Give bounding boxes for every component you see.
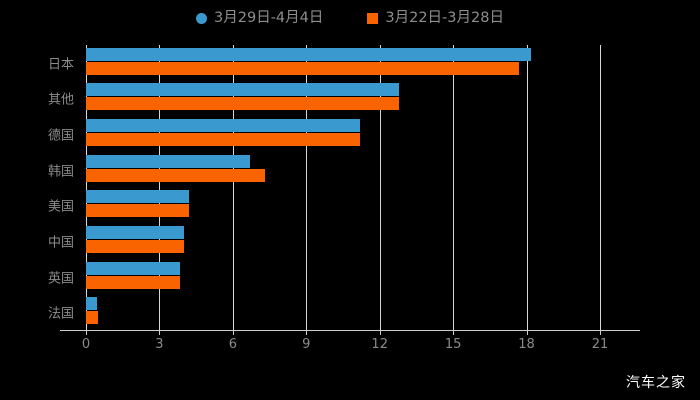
bar-row: 英国 [0,259,700,295]
bar-series-1[interactable] [86,297,97,311]
category-label: 中国 [47,235,74,251]
category-label: 美国 [47,199,74,215]
legend-marker-square-icon [367,12,379,24]
x-axis-tick-label: 3 [155,337,164,352]
bar-series-1[interactable] [86,47,532,61]
bar-series-2[interactable] [86,133,361,147]
gridline [306,45,308,330]
bar-series-1[interactable] [86,225,184,239]
y-axis-line [86,45,87,330]
bar-series-2[interactable] [86,61,520,75]
bar-row: 美国 [0,188,700,224]
x-axis-tick-label: 15 [444,337,462,352]
legend-item-series-1[interactable]: 3月29日-4月4日 [196,11,323,26]
x-axis-tick-mark [453,330,455,335]
bar-series-1[interactable] [86,190,189,204]
category-label: 英国 [47,271,74,287]
gridline [526,45,528,330]
bar-series-2[interactable] [86,168,265,182]
bar-series-2[interactable] [86,239,184,253]
x-axis-tick-mark [600,330,601,335]
bar-row: 日本 [0,45,700,81]
x-axis-tick-label: 9 [302,337,311,352]
bar-series-1[interactable] [86,154,250,168]
bar-series-1[interactable] [86,261,181,275]
x-axis-tick-mark [86,330,87,335]
category-label: 其他 [47,92,74,108]
x-axis-tick-mark [306,330,308,335]
gridline [600,45,601,330]
x-axis-tick-label: 12 [371,337,388,352]
category-label: 法国 [47,306,74,322]
bar-row: 法国 [0,294,700,330]
bar-series-2[interactable] [86,204,189,218]
bar-series-1[interactable] [86,119,361,133]
gridline [159,45,161,330]
bar-row: 德国 [0,116,700,152]
chart-legend: 3月29日-4月4日 3月22日-3月28日 [0,6,700,30]
category-label: 日本 [47,57,74,73]
gridlines [86,45,601,330]
x-axis-tick-label: 21 [591,337,609,352]
x-axis-tick-mark [232,330,234,335]
gridline [379,45,381,330]
category-label: 韩国 [47,164,74,180]
bar-series-2[interactable] [86,275,181,289]
legend-label-series-2: 3月22日-3月28日 [385,9,504,26]
bar-series-1[interactable] [86,83,400,97]
legend-marker-circle-icon [196,12,208,24]
watermark: 汽车之家 [626,375,686,391]
x-axis-tick-label: 6 [228,337,237,352]
bar-row: 其他 [0,81,700,117]
bar-rows: 日本其他德国韩国美国中国英国法国 [0,45,700,330]
bar-series-2[interactable] [86,311,99,325]
bar-row: 中国 [0,223,700,259]
gridline [453,45,455,330]
x-axis-tick-label: 0 [81,337,91,352]
x-axis-line [60,330,640,331]
category-label: 德国 [47,128,74,144]
x-axis-tick-mark [159,330,161,335]
x-axis-tick-mark [526,330,528,335]
legend-item-series-2[interactable]: 3月22日-3月28日 [367,11,504,26]
gridline [232,45,234,330]
x-axis-tick-mark [379,330,381,335]
legend-label-series-1: 3月29日-4月4日 [214,9,324,26]
bar-row: 韩国 [0,152,700,188]
bar-series-2[interactable] [86,97,400,111]
x-axis-tick-label: 18 [518,337,535,352]
